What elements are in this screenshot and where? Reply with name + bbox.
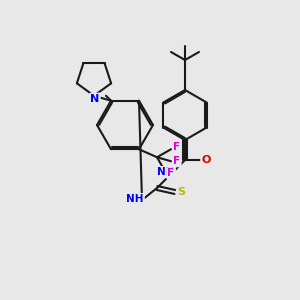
Text: F: F xyxy=(173,156,181,166)
Text: S: S xyxy=(177,187,185,197)
Text: N: N xyxy=(90,94,100,104)
Text: NH: NH xyxy=(157,167,175,177)
Text: F: F xyxy=(167,168,175,178)
Text: NH: NH xyxy=(126,194,144,204)
Text: O: O xyxy=(201,155,211,165)
Text: F: F xyxy=(173,142,181,152)
